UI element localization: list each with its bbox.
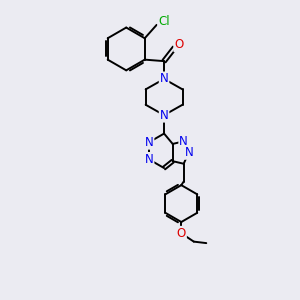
- Text: O: O: [177, 227, 186, 240]
- Text: N: N: [184, 146, 193, 159]
- Text: Cl: Cl: [158, 15, 170, 28]
- Text: N: N: [160, 109, 168, 122]
- Text: N: N: [179, 135, 188, 148]
- Text: O: O: [174, 38, 184, 51]
- Text: N: N: [145, 153, 154, 166]
- Text: N: N: [160, 73, 168, 85]
- Text: N: N: [145, 136, 154, 149]
